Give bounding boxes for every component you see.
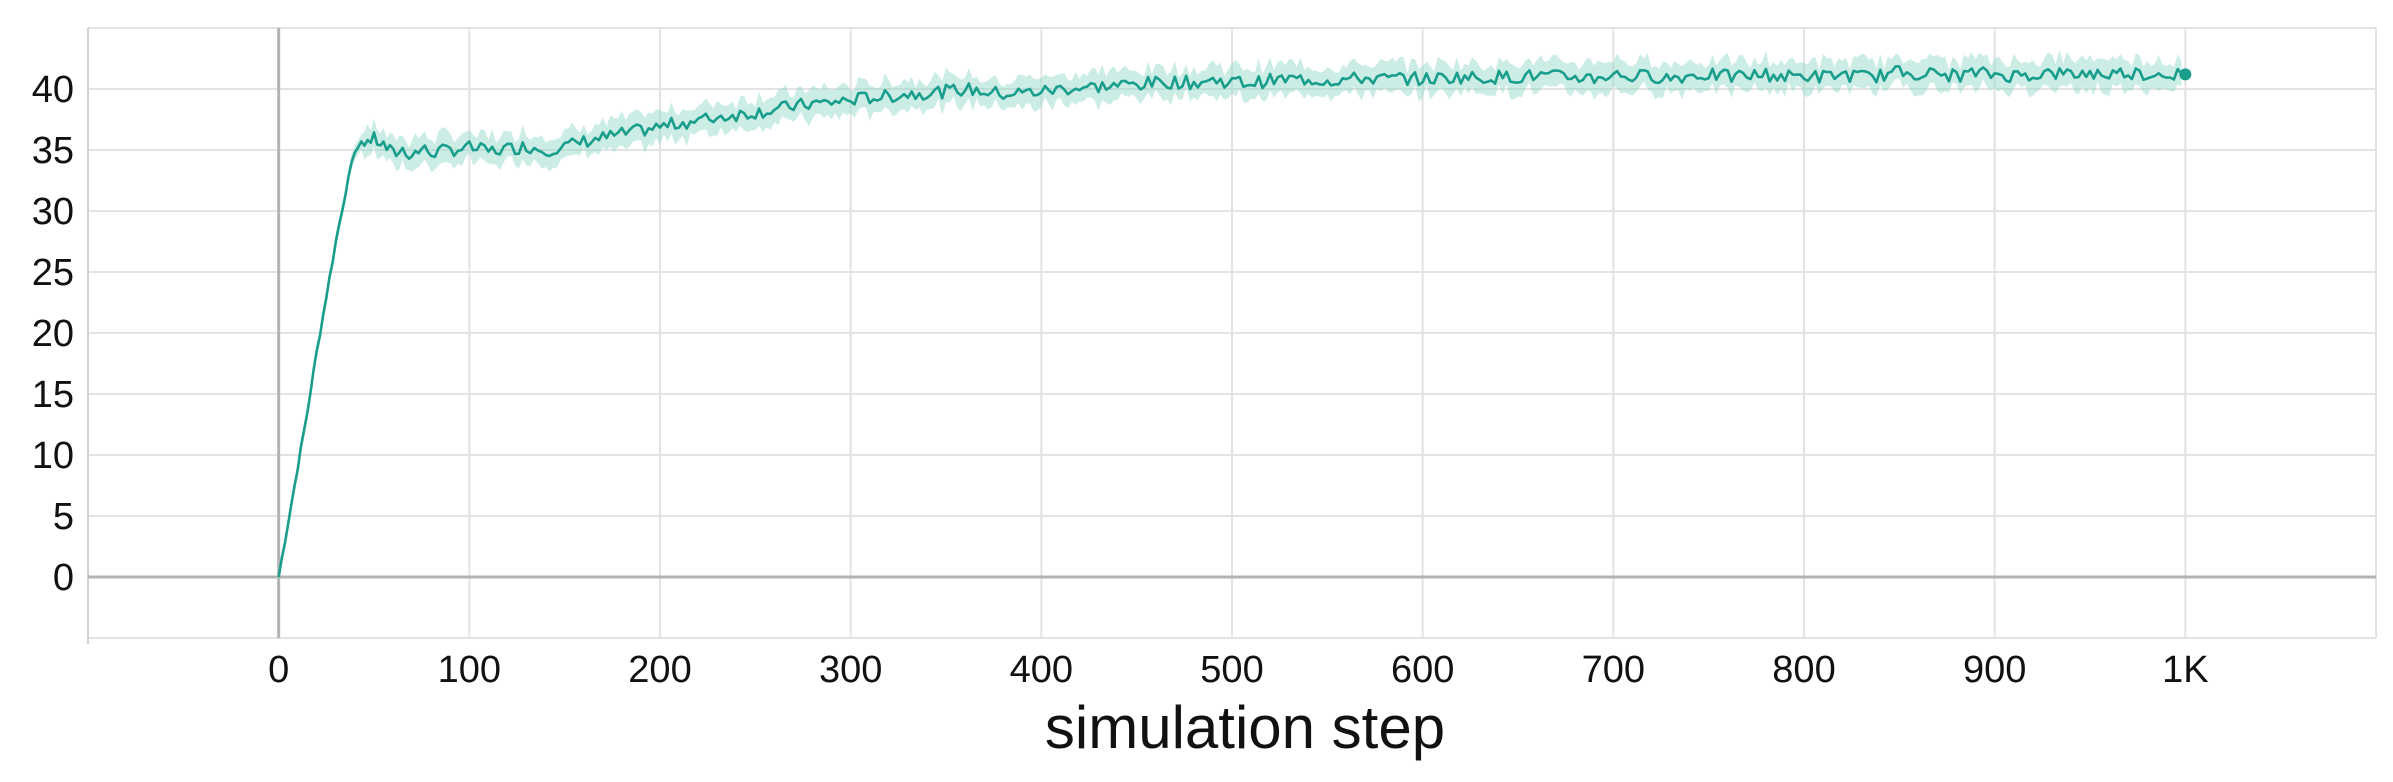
y-tick-label: 5 [53, 496, 74, 538]
x-tick-label: 600 [1391, 649, 1454, 691]
series-lines [277, 65, 2192, 578]
series-end-point [2179, 68, 2192, 81]
series-line [277, 65, 2186, 578]
y-tick-label: 40 [32, 69, 74, 111]
x-tick-label: 800 [1772, 649, 1835, 691]
x-tick-label: 100 [438, 649, 501, 691]
y-tick-label: 35 [32, 130, 74, 172]
zero-axes [88, 28, 2376, 638]
smoothing-band [278, 50, 2182, 585]
x-tick-labels: 0 100 200 300 400 500 600 700 800 900 1K [268, 649, 2208, 691]
series-band [278, 50, 2182, 585]
y-tick-labels: 0 5 10 15 20 25 30 35 40 [32, 69, 74, 599]
x-tick-label: 200 [628, 649, 691, 691]
x-tick-label: 300 [819, 649, 882, 691]
x-tick-label: 400 [1010, 649, 1073, 691]
y-tick-label: 10 [32, 435, 74, 477]
y-tick-label: 0 [53, 557, 74, 599]
x-tick-label: 0 [268, 649, 289, 691]
y-tick-label: 30 [32, 191, 74, 233]
x-tick-label: 1K [2162, 649, 2208, 691]
x-tick-label: 500 [1200, 649, 1263, 691]
y-tick-label: 25 [32, 252, 74, 294]
x-tick-label: 700 [1582, 649, 1645, 691]
y-tick-label: 20 [32, 313, 74, 355]
x-axis-label: simulation step [1045, 694, 1445, 761]
y-tick-label: 15 [32, 374, 74, 416]
x-tick-label: 900 [1963, 649, 2026, 691]
